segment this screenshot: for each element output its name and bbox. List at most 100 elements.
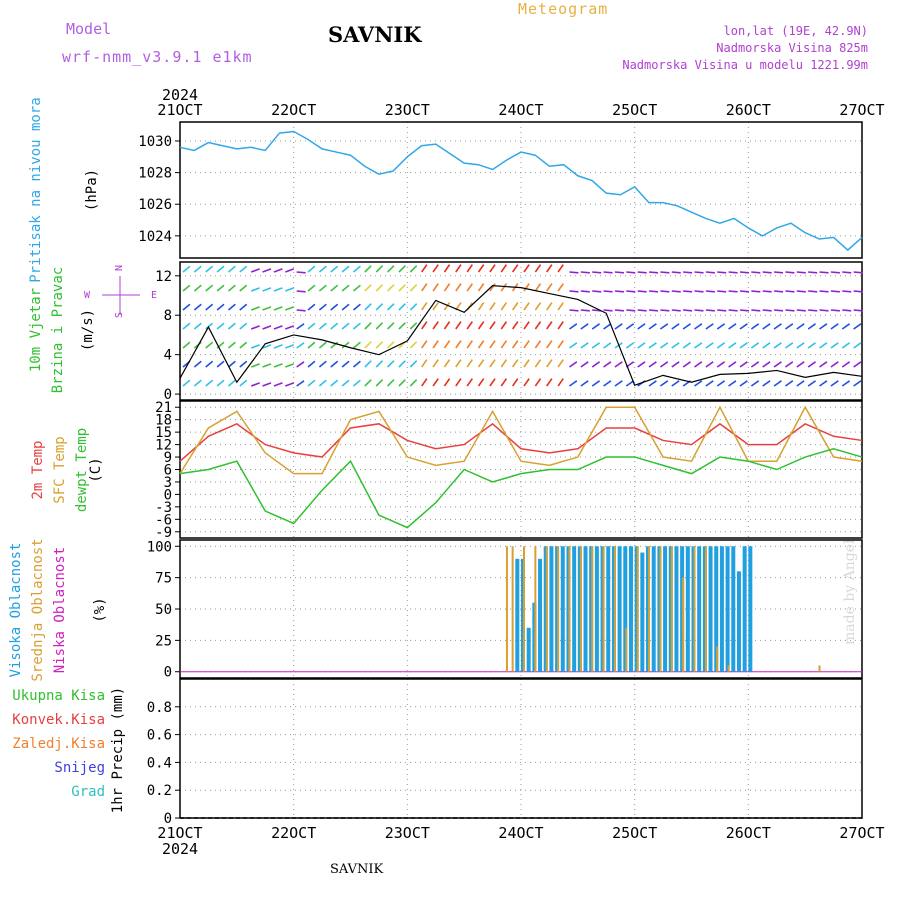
- y-tick-label: 0: [164, 387, 172, 403]
- wind-arrow: [603, 309, 613, 312]
- pressure-line: [179, 130, 863, 252]
- high-cloud-bar: [549, 546, 554, 672]
- high-cloud-bar: [742, 546, 747, 672]
- wind-arrow: [808, 290, 818, 293]
- wind-arrow: [500, 302, 508, 311]
- x-tick-label-top: 25OCT: [612, 101, 657, 119]
- wind-arrow: [182, 379, 191, 387]
- wind-arrow: [364, 284, 372, 292]
- wind-arrow: [193, 379, 202, 387]
- x-year-bottom: 2024: [162, 840, 198, 858]
- wind-arrow: [841, 323, 851, 330]
- wind-arrow: [421, 283, 428, 292]
- wind-arrow: [819, 290, 829, 293]
- high-cloud-bar: [714, 546, 719, 672]
- precip-legend-item: Snijeg: [54, 760, 105, 776]
- x-tick-label-top: 26OCT: [726, 101, 771, 119]
- model-elevation-text: Nadmorska Visina u modelu 1221.99m: [622, 58, 868, 72]
- wind-arrow: [546, 302, 553, 311]
- y-tick-label: 12: [155, 269, 172, 285]
- mid-cloud-bar: [557, 546, 560, 672]
- wind-arrow: [830, 290, 840, 293]
- mid-cloud-bar: [505, 546, 508, 672]
- x-tick-label-top: 24OCT: [498, 101, 543, 119]
- mid-cloud-bar: [534, 546, 537, 672]
- wind-arrow: [660, 271, 670, 274]
- x-tick-label-top: 21OCT: [157, 101, 202, 119]
- wind-arrow: [728, 361, 737, 368]
- wind-arrow: [717, 309, 727, 312]
- wind-arrow: [773, 361, 782, 368]
- wind-arrow: [648, 342, 657, 349]
- wind-arrow: [477, 302, 485, 311]
- mid-cloud-bar: [693, 546, 696, 672]
- x-year-top: 2024: [162, 86, 198, 104]
- wind-arrow: [511, 340, 519, 349]
- wind-arrow: [637, 323, 646, 330]
- mid-cloud-bar: [648, 546, 651, 672]
- wind-arrow: [421, 321, 428, 330]
- lonlat-text: lon,lat (19E, 42.9N): [723, 24, 869, 38]
- high-cloud-bar: [651, 546, 656, 672]
- wind-arrow: [603, 361, 612, 368]
- wind-arrow: [352, 284, 361, 292]
- wind-arrow: [352, 360, 361, 368]
- wind-arrow: [489, 359, 496, 368]
- wind-arrow: [296, 271, 306, 274]
- wind-arrow: [705, 342, 714, 349]
- temp-ylabel: 2m Temp: [30, 440, 46, 499]
- y-tick-label: 1028: [138, 166, 172, 182]
- wind-arrow: [626, 271, 636, 274]
- wind-arrow: [705, 380, 714, 387]
- wind-arrow: [694, 309, 704, 312]
- wind-arrow: [546, 283, 553, 292]
- wind-arrow: [784, 342, 794, 349]
- high-cloud-bar: [623, 546, 628, 672]
- wind-arrow: [318, 284, 327, 292]
- x-tick-label-top: 22OCT: [271, 101, 316, 119]
- wind-arrow: [477, 378, 485, 387]
- wind-arrow: [443, 283, 451, 292]
- wind-arrow: [694, 380, 703, 387]
- wind-arrow: [398, 322, 406, 330]
- mid-cloud-bar: [545, 546, 548, 672]
- wind-arrow: [819, 380, 828, 387]
- wind-arrow: [614, 290, 624, 293]
- y-tick-label: 1030: [138, 134, 172, 150]
- wind-arrow: [830, 342, 839, 349]
- precip-legend-item: Zaledj.Kisa: [12, 736, 105, 752]
- wind-arrow: [432, 264, 439, 273]
- high-cloud-bar: [640, 552, 645, 672]
- wind-arrow: [398, 284, 406, 292]
- temp-ylabel3: dewpt Temp: [74, 428, 90, 512]
- wind-arrow: [205, 303, 214, 311]
- wind-arrow: [477, 340, 485, 349]
- wind-arrow: [421, 302, 428, 311]
- high-cloud-bar: [731, 546, 736, 672]
- wind-ylabel: 10m Vjetar: [28, 288, 44, 372]
- panel-frame: [179, 261, 863, 401]
- cloud-ylabel3: Niska Oblacnost: [52, 547, 68, 673]
- wind-arrow: [330, 265, 339, 273]
- panel-frame: [179, 539, 863, 679]
- precip-legend-item: Grad: [71, 784, 105, 800]
- wind-arrow: [318, 322, 327, 330]
- wind-arrow: [637, 309, 647, 312]
- wind-arrow: [375, 341, 384, 349]
- mid-cloud-bar: [636, 546, 639, 672]
- wind-arrow: [841, 361, 851, 368]
- mid-cloud-bar: [511, 546, 514, 672]
- wind-arrow: [262, 382, 272, 387]
- wind-arrow: [364, 341, 372, 349]
- high-cloud-bar: [708, 546, 713, 672]
- wind-arrow: [557, 340, 564, 349]
- y-tick-label: -6: [155, 512, 172, 528]
- compass-e: E: [151, 290, 157, 301]
- wind-arrow: [580, 361, 589, 368]
- wind-arrow: [409, 322, 418, 330]
- wind-arrow: [659, 323, 669, 330]
- y-tick-label: 12: [155, 438, 172, 454]
- wind-arrow: [250, 344, 260, 349]
- wind-arrow: [511, 359, 519, 368]
